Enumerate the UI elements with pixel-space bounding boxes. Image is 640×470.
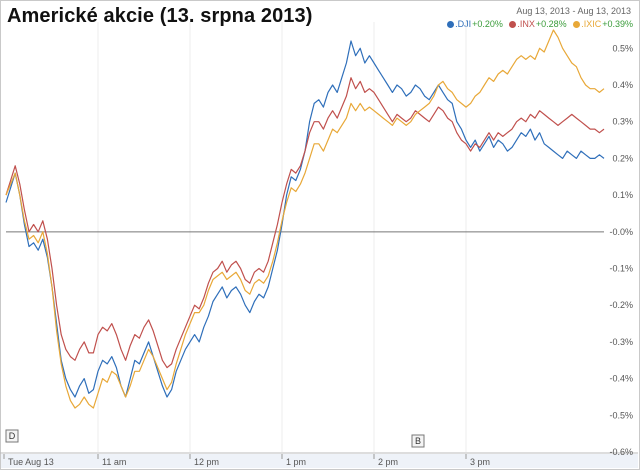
y-tick-label: -0.3% [609,337,633,347]
y-tick-label: 0.1% [612,190,633,200]
x-tick-label: Tue Aug 13 [8,457,54,467]
y-tick-label: -0.4% [609,374,633,384]
marker-label-d: D [9,431,16,441]
legend-ticker-dji: .DJI [455,19,472,29]
marker-box-d[interactable] [5,429,19,443]
series-line-ixic [5,29,605,409]
y-tick-label: -0.5% [609,410,633,420]
legend: .DJI+0.20% .INX+0.28% .IXIC+0.39% [443,19,633,29]
legend-change-inx: +0.28% [535,19,567,29]
x-axis-band [1,454,638,468]
x-tick-label: 2 pm [378,457,398,467]
marker-label-b: B [415,436,421,446]
y-tick-label: -0.1% [609,264,633,274]
legend-dot-dji [447,21,455,28]
series-line-inx [5,77,605,369]
legend-ticker-ixic: .IXIC [581,19,602,29]
legend-item-dji[interactable]: .DJI+0.20% [447,19,503,29]
legend-change-ixic: +0.39% [602,19,633,29]
legend-dot-inx [509,21,517,28]
date-range: Aug 13, 2013 - Aug 13, 2013 [516,6,631,16]
y-tick-label: -0.6% [609,447,633,457]
chart-title: Americké akcie (13. srpna 2013) [7,5,313,27]
legend-change-dji: +0.20% [472,19,503,29]
y-tick-label: -0.0% [609,227,633,237]
y-tick-label: 0.4% [612,80,633,90]
y-tick-label: -0.2% [609,300,633,310]
y-tick-label: 0.3% [612,117,633,127]
legend-item-inx[interactable]: .INX+0.28% [509,19,567,29]
legend-item-ixic[interactable]: .IXIC+0.39% [573,19,633,29]
x-tick-label: 12 pm [194,457,219,467]
marker-box-b[interactable] [411,434,425,448]
x-tick-label: 11 am [102,457,126,467]
y-tick-label: 0.5% [612,43,633,53]
legend-ticker-inx: .INX [517,19,535,29]
y-tick-label: 0.2% [612,153,633,163]
x-tick-label: 3 pm [470,457,490,467]
x-tick-label: 1 pm [286,457,306,467]
legend-dot-ixic [573,21,581,28]
